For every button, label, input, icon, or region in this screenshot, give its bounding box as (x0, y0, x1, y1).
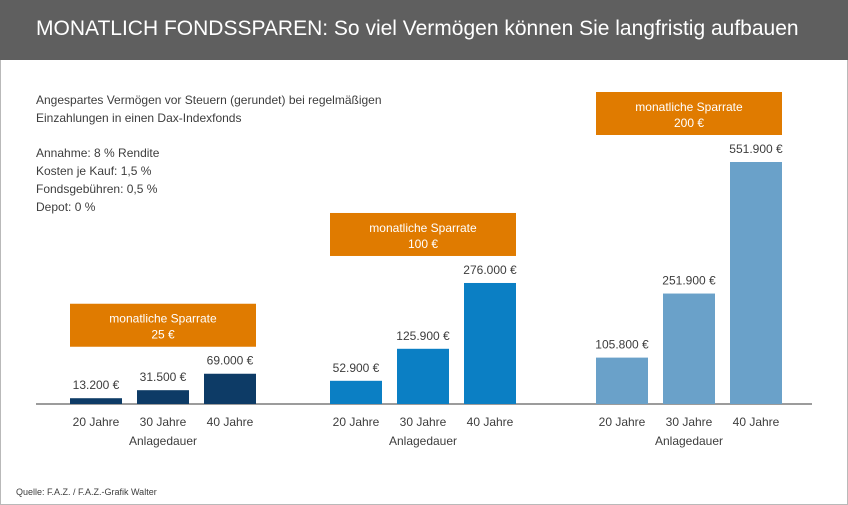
bar (397, 348, 449, 404)
bar (70, 398, 122, 404)
assumption-fund-fee: Fondsgebühren: 0,5 % (36, 182, 158, 196)
data-label: 52.900 € (333, 361, 380, 375)
assumption-depot: Depot: 0 % (36, 200, 96, 214)
x-tick-label: 30 Jahre (666, 415, 713, 429)
x-axis-label: Anlagedauer (389, 434, 457, 448)
data-label: 13.200 € (73, 378, 120, 392)
rate-badge-title: monatliche Sparrate (369, 221, 477, 235)
x-tick-label: 40 Jahre (733, 415, 780, 429)
bar (464, 282, 516, 404)
data-label: 276.000 € (463, 263, 517, 277)
data-label: 69.000 € (207, 354, 254, 368)
bar (730, 162, 782, 404)
data-label: 551.900 € (729, 142, 783, 156)
rate-badge (70, 303, 256, 347)
x-tick-label: 40 Jahre (467, 415, 514, 429)
x-tick-label: 30 Jahre (140, 415, 187, 429)
description-line-2: Einzahlungen in einen Dax-Indexfonds (36, 111, 242, 125)
assumption-purchase-cost: Kosten je Kauf: 1,5 % (36, 164, 152, 178)
data-label: 31.500 € (140, 370, 187, 384)
rate-badge-value: 200 € (674, 116, 704, 130)
chart-title: MONATLICH FONDSSPAREN: So viel Vermögen … (36, 17, 799, 40)
data-label: 125.900 € (396, 329, 450, 343)
rate-badge (596, 92, 782, 135)
rate-badge-value: 100 € (408, 237, 438, 251)
bar (204, 373, 256, 404)
x-tick-label: 20 Jahre (333, 415, 380, 429)
bar (137, 390, 189, 404)
x-tick-label: 20 Jahre (73, 415, 120, 429)
rate-badge-value: 25 € (151, 328, 175, 342)
assumption-return: Annahme: 8 % Rendite (36, 146, 160, 160)
x-tick-label: 30 Jahre (400, 415, 447, 429)
rate-badge-title: monatliche Sparrate (635, 100, 743, 114)
data-label: 251.900 € (662, 274, 716, 288)
rate-badge-title: monatliche Sparrate (109, 312, 217, 326)
title-bar: MONATLICH FONDSSPAREN: So viel Vermögen … (0, 0, 848, 60)
data-label: 105.800 € (595, 338, 649, 352)
rate-badge (330, 212, 516, 256)
x-axis-label: Anlagedauer (129, 434, 197, 448)
x-tick-label: 20 Jahre (599, 415, 646, 429)
x-axis-label: Anlagedauer (655, 434, 723, 448)
source-note: Quelle: F.A.Z. / F.A.Z.-Grafik Walter (16, 487, 157, 497)
x-tick-label: 40 Jahre (207, 415, 254, 429)
bar (596, 357, 648, 404)
bar (663, 293, 715, 404)
description-line-1: Angespartes Vermögen vor Steuern (gerund… (36, 93, 382, 107)
bar (330, 380, 382, 404)
